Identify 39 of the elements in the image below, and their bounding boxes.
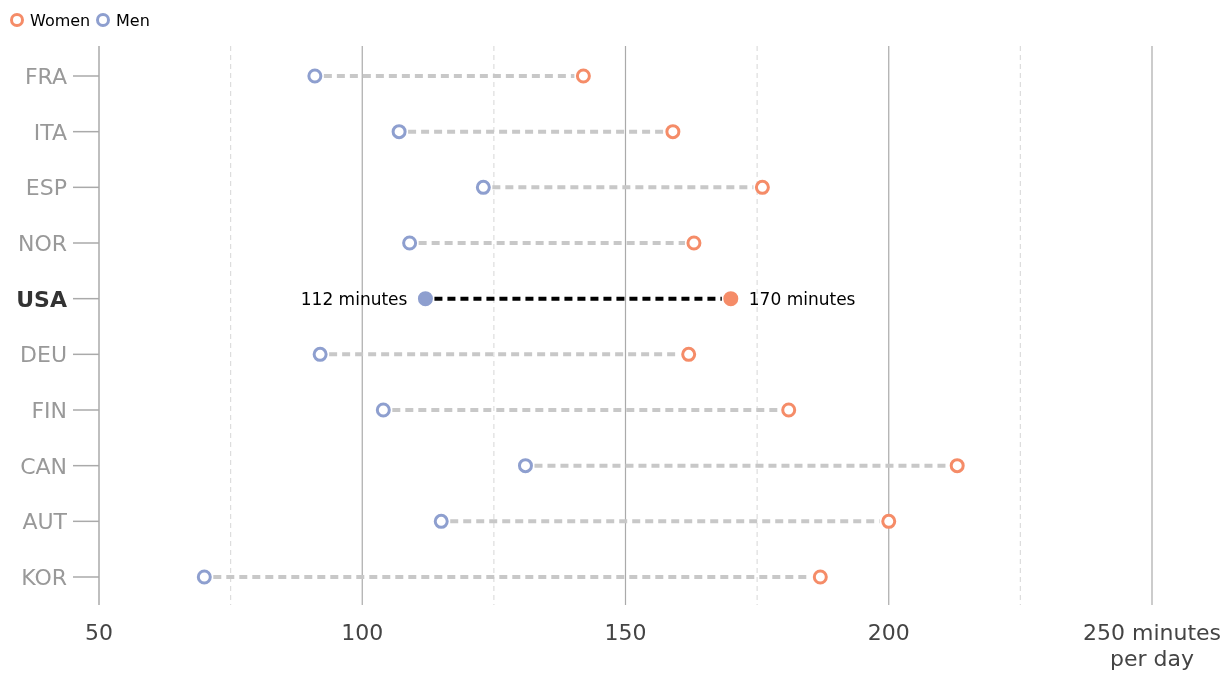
point <box>575 68 591 84</box>
point <box>812 569 828 585</box>
point <box>433 513 449 529</box>
point <box>402 235 418 251</box>
x-tick-label: 200 <box>867 620 910 645</box>
x-tick-label: 250 minutes per day <box>1082 620 1222 671</box>
y-tick-label: FIN <box>31 398 67 423</box>
y-tick-label: USA <box>16 286 67 312</box>
point <box>949 458 965 474</box>
y-tick-label: KOR <box>21 565 67 590</box>
point <box>196 569 212 585</box>
point <box>375 402 391 418</box>
point <box>723 291 739 307</box>
point <box>665 124 681 140</box>
legend-label: Men <box>116 11 150 30</box>
point <box>475 179 491 195</box>
y-tick-label: FRA <box>24 64 67 89</box>
point <box>517 458 533 474</box>
point <box>781 402 797 418</box>
point <box>681 346 697 362</box>
point <box>391 124 407 140</box>
y-tick-label: AUT <box>22 509 68 535</box>
point <box>686 235 702 251</box>
x-tick-label: 150 <box>604 620 647 645</box>
point <box>312 346 328 362</box>
y-tick-label: ITA <box>33 119 67 145</box>
point <box>754 179 770 195</box>
x-tick-label: 100 <box>341 620 384 645</box>
point <box>307 68 323 84</box>
point <box>417 291 433 307</box>
point <box>881 513 897 529</box>
x-tick-label: 50 <box>85 620 113 645</box>
legend-label: Women <box>30 11 91 30</box>
y-tick-label: NOR <box>17 231 67 256</box>
y-tick-label: ESP <box>25 175 67 201</box>
y-tick-label: DEU <box>20 342 67 368</box>
data-label: 112 minutes <box>300 288 408 309</box>
y-tick-label: CAN <box>20 453 67 479</box>
data-label: 170 minutes <box>748 288 856 309</box>
